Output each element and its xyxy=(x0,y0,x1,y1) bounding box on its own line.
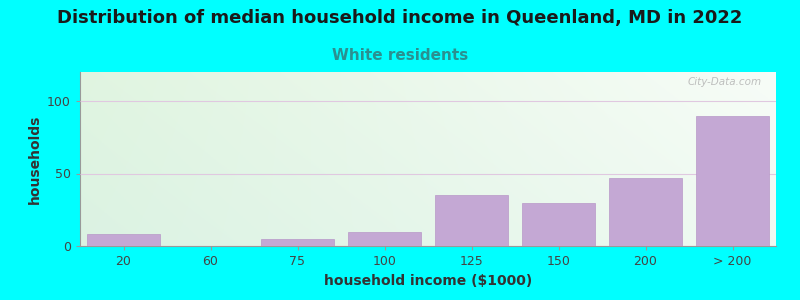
Y-axis label: households: households xyxy=(27,114,42,204)
Bar xyxy=(86,234,161,246)
X-axis label: household income ($1000): household income ($1000) xyxy=(324,274,532,288)
Bar xyxy=(695,116,770,246)
Text: City-Data.com: City-Data.com xyxy=(688,77,762,87)
Bar xyxy=(522,202,595,246)
Bar xyxy=(261,239,334,246)
Bar xyxy=(434,195,509,246)
Bar xyxy=(609,178,682,246)
Text: Distribution of median household income in Queenland, MD in 2022: Distribution of median household income … xyxy=(58,9,742,27)
Bar xyxy=(347,232,422,246)
Text: White residents: White residents xyxy=(332,48,468,63)
